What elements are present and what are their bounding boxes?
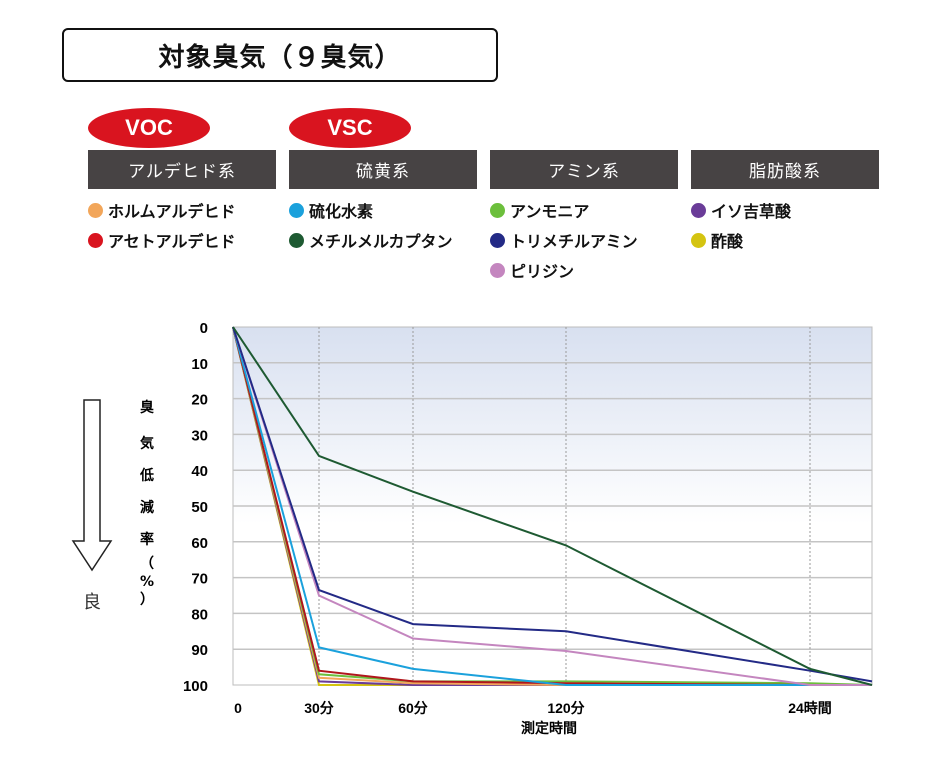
legend-item: 硫化水素 (289, 195, 477, 225)
y-tick-label: 0 (200, 320, 208, 337)
legend-label: ピリジン (510, 262, 575, 281)
vsc-badge: VSC (289, 108, 411, 148)
y-tick-label: 100 (183, 678, 208, 695)
legend-item: メチルメルカプタン (289, 225, 477, 255)
y-tick-label: 60 (191, 535, 208, 552)
y-label-char: 気 (140, 435, 154, 452)
x-axis-label: 測定時間 (521, 720, 577, 737)
series-line (232, 326, 873, 686)
category-amine: アミン系 アンモニア トリメチルアミン ピリジン (490, 150, 678, 285)
x-tick-label: 0 (234, 700, 242, 716)
legend-label: 硫化水素 (309, 202, 374, 221)
legend-dot-icon (289, 232, 304, 248)
page-title: 対象臭気（９臭気） (62, 28, 498, 82)
legend-label: アセトアルデヒド (108, 232, 236, 251)
x-tick-label: 30分 (304, 700, 334, 716)
legend-label: メチルメルカプタン (309, 232, 453, 251)
x-tick-label: 60分 (398, 700, 428, 716)
legend-dot-icon (691, 202, 706, 218)
category-header: アミン系 (490, 150, 678, 189)
series-line (232, 326, 872, 686)
voc-badge: VOC (88, 108, 210, 148)
category-aldehyde: アルデヒド系 ホルムアルデヒド アセトアルデヒド (88, 150, 276, 255)
category-header: 脂肪酸系 (691, 150, 879, 189)
legend-item: イソ吉草酸 (691, 195, 879, 225)
legend-item: ホルムアルデヒド (88, 195, 276, 225)
y-tick-label: 40 (191, 463, 208, 480)
y-label-char: 率 (140, 531, 154, 548)
better-label: 良 (83, 592, 101, 613)
legend-dot-icon (490, 232, 505, 248)
legend-item: アセトアルデヒド (88, 225, 276, 255)
category-fatty-acid: 脂肪酸系 イソ吉草酸 酢酸 (691, 150, 879, 255)
legend-label: トリメチルアミン (510, 232, 638, 251)
y-label-char: （ (140, 556, 154, 572)
y-tick-label: 30 (191, 427, 208, 444)
legend-label: アンモニア (510, 202, 590, 221)
y-tick-label: 20 (191, 392, 208, 409)
category-header: 硫黄系 (289, 150, 477, 189)
legend-dot-icon (691, 232, 706, 248)
category-sulfur: 硫黄系 硫化水素 メチルメルカプタン (289, 150, 477, 255)
y-axis-ticks: 0 10 20 30 40 50 60 70 80 90 100 (183, 320, 208, 695)
legend-item: アンモニア (490, 195, 678, 225)
x-tick-label: 120分 (547, 700, 584, 716)
legend-dot-icon (289, 202, 304, 218)
legend-label: イソ吉草酸 (711, 202, 792, 221)
legend-item: トリメチルアミン (490, 225, 678, 255)
series-lines (232, 326, 873, 686)
legend-label: ホルムアルデヒド (108, 202, 236, 221)
legend-dot-icon (88, 202, 103, 218)
y-tick-label: 70 (191, 571, 208, 588)
x-tick-label: 24時間 (788, 700, 832, 716)
y-label-char: % (140, 574, 154, 590)
y-tick-label: 10 (191, 356, 208, 373)
y-tick-label: 90 (191, 642, 208, 659)
y-tick-label: 80 (191, 606, 208, 623)
y-label-char: 臭 (140, 399, 155, 416)
category-header: アルデヒド系 (88, 150, 276, 189)
y-label-char: 低 (139, 467, 154, 484)
legend-dot-icon (88, 232, 103, 248)
legend-dot-icon (490, 262, 505, 278)
y-label-char: ） (140, 592, 154, 608)
down-arrow-icon (71, 399, 113, 572)
y-label-char: 減 (140, 499, 154, 516)
legend-label: 酢酸 (711, 232, 744, 251)
legend-dot-icon (490, 202, 505, 218)
legend-item: 酢酸 (691, 225, 879, 255)
x-axis-ticks: 0 30分 60分 120分 24時間 (234, 700, 832, 716)
legend-item: ピリジン (490, 255, 678, 285)
y-tick-label: 50 (191, 499, 208, 516)
